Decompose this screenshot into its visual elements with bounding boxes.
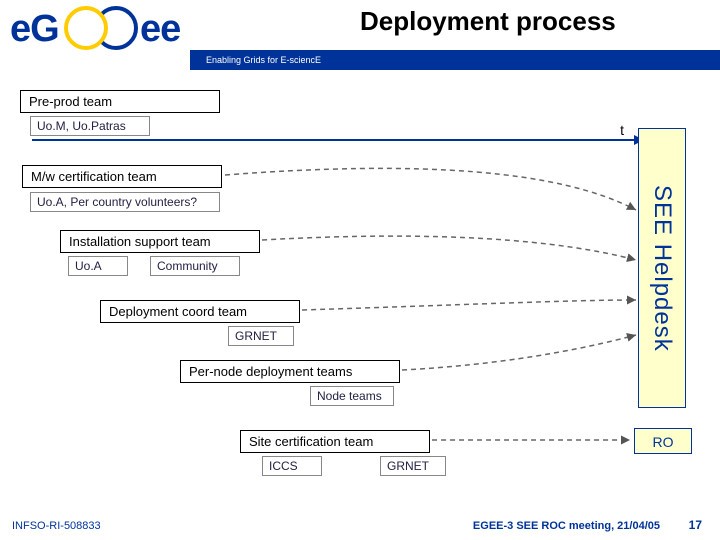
site-cert-sub2: GRNET: [380, 456, 446, 476]
pernode-sub: Node teams: [310, 386, 394, 406]
pernode-box: Per-node deployment teams: [180, 360, 400, 383]
footer-pagenum: 17: [689, 518, 702, 532]
subtitle: Enabling Grids for E-sciencE: [190, 55, 321, 65]
footer-left: INFSO-RI-508833: [12, 520, 101, 532]
preprod-team-box: Pre-prod team: [20, 90, 220, 113]
install-sub2: Community: [150, 256, 240, 276]
site-cert-box: Site certification team: [240, 430, 430, 453]
slide: eG ee Deployment process Enabling Grids …: [0, 0, 720, 540]
deploy-coord-box: Deployment coord team: [100, 300, 300, 323]
title-bar: Deployment process: [190, 0, 720, 50]
preprod-sub: Uo.M, Uo.Patras: [30, 116, 150, 136]
deploy-coord-sub: GRNET: [228, 326, 294, 346]
timeline-arrow: [32, 139, 642, 141]
ro-box: RO: [634, 428, 692, 454]
install-box: Installation support team: [60, 230, 260, 253]
page-title: Deployment process: [190, 0, 720, 37]
subtitle-bar: Enabling Grids for E-sciencE: [190, 50, 720, 70]
mw-cert-box: M/w certification team: [22, 165, 222, 188]
footer-right: EGEE-3 SEE ROC meeting, 21/04/05: [473, 520, 660, 532]
install-sub1: Uo.A: [68, 256, 128, 276]
egee-logo: eG ee: [10, 6, 185, 61]
helpdesk-bar: SEE Helpdesk: [638, 128, 686, 408]
mw-cert-sub: Uo.A, Per country volunteers?: [30, 192, 220, 212]
site-cert-sub1: ICCS: [262, 456, 322, 476]
timeline-label: t: [620, 122, 624, 138]
